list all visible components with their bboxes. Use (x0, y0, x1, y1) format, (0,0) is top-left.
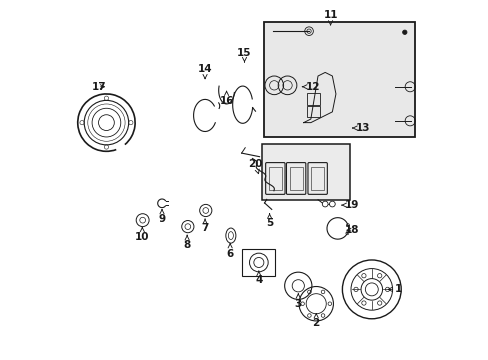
Text: 13: 13 (352, 123, 369, 133)
Bar (264, 22, 414, 137)
Text: 3: 3 (294, 294, 301, 309)
Text: 6: 6 (226, 244, 233, 258)
Text: 10: 10 (135, 228, 149, 242)
Text: 17: 17 (92, 82, 106, 92)
Bar (242, 249, 275, 276)
Circle shape (402, 30, 406, 35)
Text: 4: 4 (255, 271, 262, 285)
Text: 5: 5 (265, 214, 273, 228)
Text: 7: 7 (201, 219, 208, 233)
Text: 1: 1 (387, 284, 402, 294)
Bar (262, 144, 349, 200)
Bar (268, 167, 281, 190)
Text: 11: 11 (323, 10, 337, 25)
Text: 19: 19 (341, 200, 359, 210)
Text: 8: 8 (183, 235, 190, 249)
Text: 2: 2 (312, 314, 319, 328)
Text: 12: 12 (302, 82, 319, 92)
Text: 14: 14 (197, 64, 212, 78)
Bar (306, 93, 319, 105)
Text: 15: 15 (237, 48, 251, 62)
Text: 18: 18 (344, 225, 359, 235)
Bar (310, 167, 324, 190)
Text: 20: 20 (247, 159, 262, 174)
Text: 9: 9 (158, 210, 165, 224)
Text: 16: 16 (219, 91, 233, 106)
Bar (289, 167, 302, 190)
Bar (306, 106, 319, 117)
